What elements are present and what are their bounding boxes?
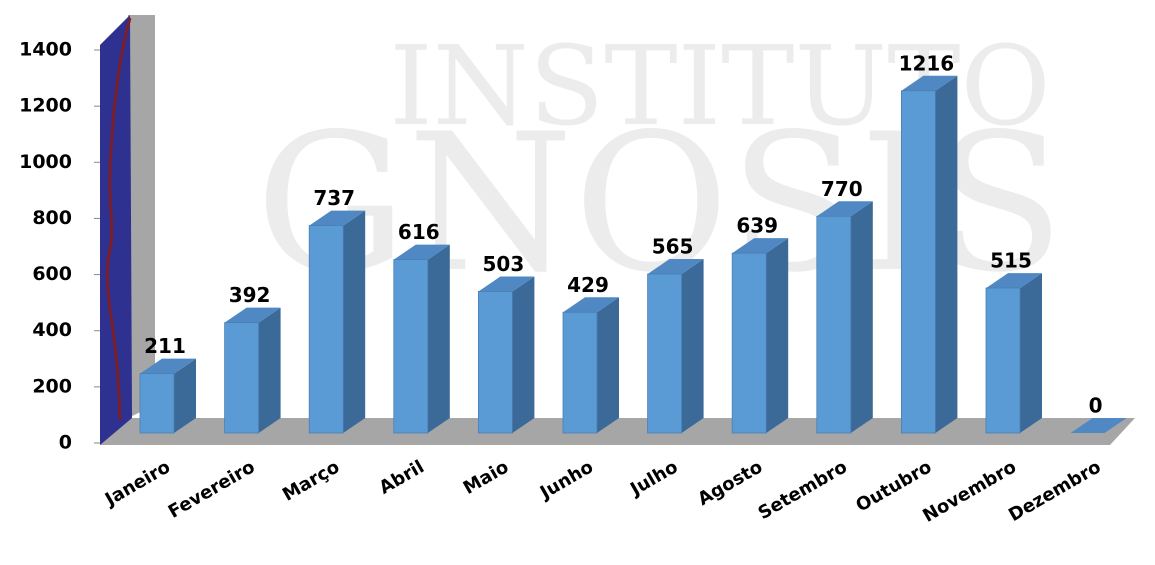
value-label: 211 [144, 334, 186, 358]
bar [816, 215, 852, 434]
bar-side [597, 297, 619, 433]
x-tick-label: Setembro [755, 456, 851, 524]
x-tick-label: Junho [535, 456, 597, 504]
bar-side [512, 276, 535, 433]
x-tick-label: Novembro [919, 456, 1020, 526]
value-label: 616 [398, 220, 440, 244]
bar-top [393, 244, 450, 260]
side-wall [100, 15, 132, 445]
bar-top [986, 273, 1042, 289]
bar-top [224, 307, 281, 323]
bar-side [427, 244, 450, 433]
bar-top [563, 297, 619, 313]
bar-side [935, 75, 958, 433]
y-tick-label: 0 [59, 432, 72, 454]
bar [731, 252, 767, 434]
bar [562, 311, 598, 434]
profile [105, 17, 132, 421]
bar [647, 273, 682, 434]
value-label: 770 [821, 177, 863, 201]
bar-top [647, 258, 704, 274]
x-tick-label: Março [279, 456, 343, 505]
value-label: 392 [229, 283, 271, 307]
x-tick-label: Fevereiro [165, 456, 259, 522]
x-tick-label: Agosto [694, 456, 766, 510]
bar [308, 225, 344, 434]
bar [477, 291, 513, 434]
value-label: 503 [483, 252, 525, 276]
bar-side [681, 258, 704, 433]
x-tick-label: Maio [460, 456, 513, 498]
y-tick-label: 200 [32, 375, 72, 397]
bar-top [309, 210, 366, 226]
y-tick-label: 400 [32, 319, 72, 341]
bar-side [258, 307, 281, 433]
bar-top [140, 358, 196, 374]
value-label: 515 [990, 249, 1032, 273]
back-wall [128, 15, 155, 418]
bar-side [1020, 273, 1042, 433]
bar-side [766, 238, 789, 433]
bar-top [816, 201, 873, 217]
value-label: 565 [652, 234, 694, 258]
bar [393, 259, 429, 434]
y-tick-label: 1400 [19, 39, 72, 61]
bar [985, 287, 1021, 434]
x-tick-label: Julho [625, 456, 681, 501]
y-tick-label: 1000 [19, 151, 72, 173]
bar-top [1070, 418, 1127, 433]
value-label: 737 [313, 186, 355, 210]
x-tick-label: Abril [376, 456, 428, 498]
x-tick-label: Janeiro [100, 456, 174, 511]
bar [224, 322, 260, 434]
y-tick-label: 800 [32, 207, 72, 229]
y-tick-label: 1200 [19, 95, 72, 117]
value-label: 0 [1089, 394, 1103, 418]
floor [100, 418, 1135, 445]
bar-top [478, 276, 535, 292]
bar-top [901, 75, 958, 91]
bar-side [174, 358, 196, 433]
x-tick-label: Dezembro [1005, 456, 1104, 526]
bar-side [343, 210, 366, 433]
y-tick-label: 600 [32, 263, 72, 285]
value-label: 429 [567, 273, 609, 297]
bar-top [732, 238, 789, 254]
bar [901, 90, 936, 434]
value-label: 639 [736, 214, 778, 238]
bar [139, 373, 175, 434]
value-label: 1216 [899, 51, 955, 75]
bar-side [850, 201, 873, 433]
